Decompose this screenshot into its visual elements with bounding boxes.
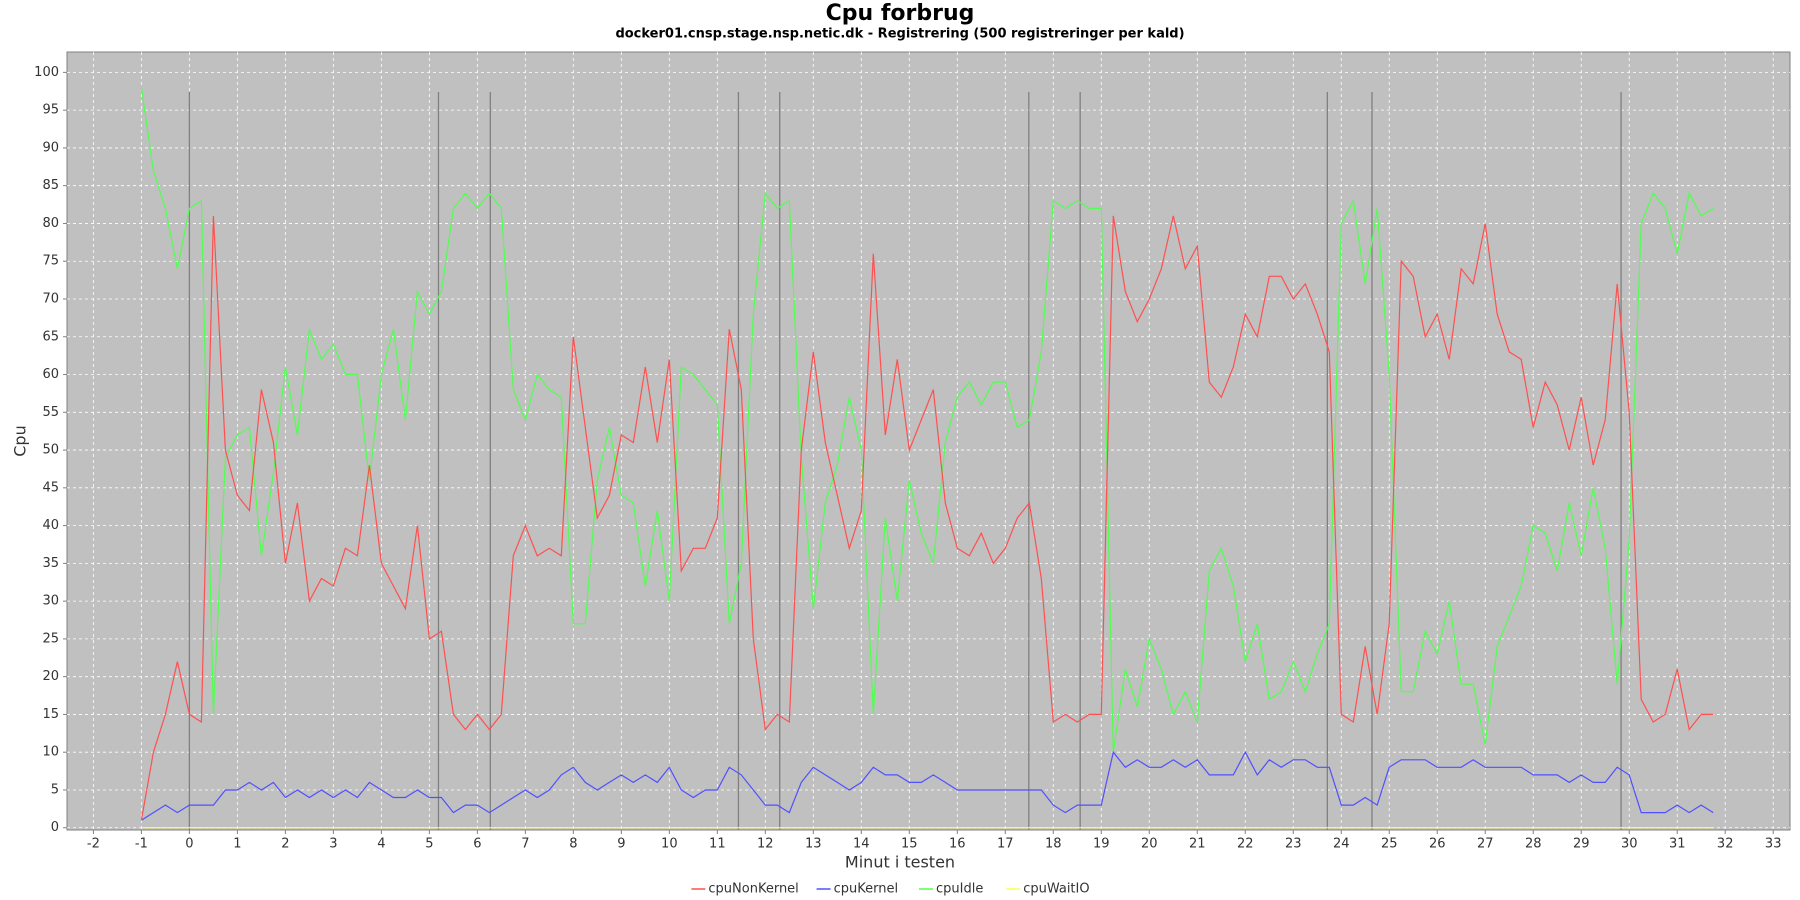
x-tick-label: 26 — [1429, 837, 1446, 852]
x-tick-label: 9 — [617, 837, 625, 852]
x-tick-label: 12 — [757, 837, 774, 852]
series-line — [140, 87, 1714, 753]
legend-label: cpuKernel — [834, 882, 898, 897]
y-tick-label: 70 — [42, 291, 59, 306]
y-tick-label: 65 — [42, 329, 59, 344]
x-tick-label: 31 — [1669, 837, 1686, 852]
y-tick-label: 35 — [42, 556, 59, 571]
x-tick-label: 32 — [1717, 837, 1734, 852]
x-tick-label: -2 — [87, 837, 100, 852]
x-tick-label: 23 — [1285, 837, 1302, 852]
y-tick-label: 0 — [51, 820, 59, 835]
x-tick-label: 18 — [1045, 837, 1062, 852]
y-tick-label: 30 — [42, 594, 59, 609]
x-tick-label: 17 — [997, 837, 1014, 852]
y-tick-label: 60 — [42, 367, 59, 382]
y-tick-label: 20 — [42, 669, 59, 684]
x-tick-label: 27 — [1477, 837, 1494, 852]
y-tick-label: 45 — [42, 480, 59, 495]
y-tick-label: 55 — [42, 405, 59, 420]
legend-label: cpuIdle — [936, 882, 983, 897]
x-tick-label: 13 — [805, 837, 822, 852]
y-tick-label: 5 — [51, 782, 59, 797]
y-tick-label: 85 — [42, 178, 59, 193]
x-tick-label: 29 — [1573, 837, 1590, 852]
x-tick-label: 1 — [233, 837, 241, 852]
y-tick-label: 25 — [42, 631, 59, 646]
x-tick-label: 28 — [1525, 837, 1542, 852]
y-tick-label: 75 — [42, 254, 59, 269]
x-tick-label: 7 — [521, 837, 529, 852]
x-tick-label: 8 — [569, 837, 577, 852]
legend-label: cpuNonKernel — [708, 882, 798, 897]
y-tick-label: 50 — [42, 443, 59, 458]
y-tick-label: 40 — [42, 518, 59, 533]
x-tick-label: 24 — [1333, 837, 1350, 852]
y-tick-label: 15 — [42, 707, 59, 722]
chart-subtitle: docker01.cnsp.stage.nsp.netic.dk - Regis… — [615, 27, 1184, 42]
chart-title: Cpu forbrug — [826, 1, 975, 26]
x-tick-label: 25 — [1381, 837, 1398, 852]
x-tick-label: 22 — [1237, 837, 1254, 852]
x-tick-label: 0 — [185, 837, 193, 852]
x-tick-label: -1 — [135, 837, 148, 852]
x-tick-label: 2 — [281, 837, 289, 852]
x-tick-label: 3 — [329, 837, 337, 852]
series-line — [141, 750, 1714, 821]
x-tick-label: 11 — [709, 837, 726, 852]
x-tick-label: 30 — [1621, 837, 1638, 852]
x-tick-label: 33 — [1765, 837, 1782, 852]
x-tick-label: 4 — [377, 837, 385, 852]
y-tick-label: 100 — [34, 65, 59, 80]
y-tick-label: 10 — [42, 745, 59, 760]
x-tick-label: 6 — [473, 837, 481, 852]
x-tick-label: 15 — [901, 837, 918, 852]
x-tick-label: 16 — [949, 837, 966, 852]
y-tick-label: 80 — [42, 216, 59, 231]
x-tick-label: 10 — [661, 837, 678, 852]
x-tick-label: 21 — [1189, 837, 1206, 852]
y-axis-title: Cpu — [11, 425, 30, 456]
x-tick-label: 19 — [1093, 837, 1110, 852]
series-line — [140, 215, 1714, 821]
x-tick-label: 20 — [1141, 837, 1158, 852]
x-tick-label: 5 — [425, 837, 433, 852]
plot-area — [66, 51, 1791, 831]
x-tick-label: 14 — [853, 837, 870, 852]
legend-label: cpuWaitIO — [1023, 882, 1089, 897]
y-tick-label: 90 — [42, 140, 59, 155]
y-tick-label: 95 — [42, 103, 59, 118]
x-axis-title: Minut i testen — [845, 853, 955, 872]
